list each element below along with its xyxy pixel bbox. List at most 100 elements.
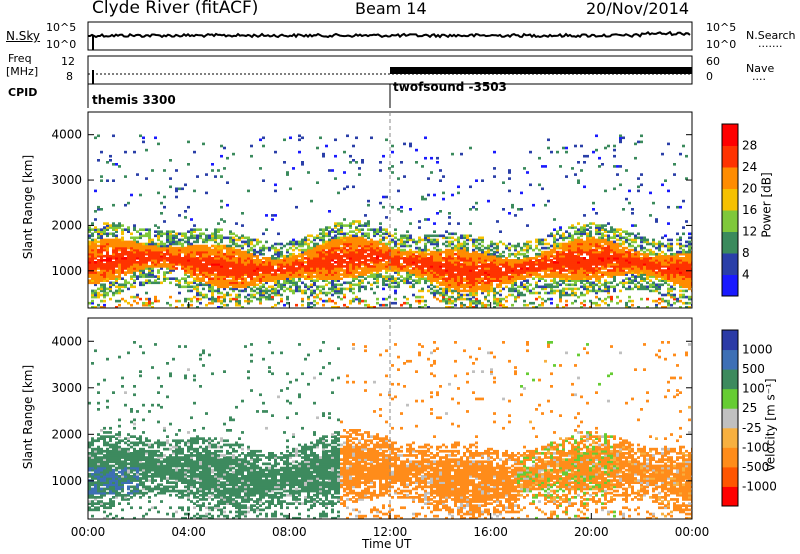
power-cell (646, 287, 649, 291)
power-cell (385, 244, 388, 248)
power-cell (310, 301, 313, 305)
power-cell (595, 226, 598, 229)
power-cell (631, 281, 634, 285)
power-cell (592, 271, 595, 274)
power-cell (145, 234, 148, 238)
power-cell (118, 246, 121, 250)
power-cell (310, 240, 313, 244)
power-cell (592, 150, 595, 154)
power-cell (115, 246, 118, 250)
power-cell (154, 263, 157, 266)
power-cell (574, 279, 577, 282)
power-cell (652, 265, 655, 268)
power-cell (208, 281, 211, 285)
power-cell (220, 277, 223, 280)
power-cell (160, 248, 163, 252)
power-cell (451, 291, 454, 295)
power-cell (388, 263, 391, 266)
power-cell (472, 277, 475, 280)
power-cell (568, 232, 571, 236)
power-cell (343, 281, 346, 285)
power-cell (442, 275, 445, 278)
power-cell (229, 250, 232, 254)
power-cell (298, 244, 301, 248)
power-cell (604, 252, 607, 256)
power-cell (124, 273, 127, 276)
power-cell (502, 250, 505, 254)
power-cell (277, 283, 280, 287)
power-cell (211, 163, 214, 166)
power-cell (292, 242, 295, 246)
power-cell (556, 267, 559, 270)
power-cell (472, 242, 475, 246)
power-cell (418, 257, 421, 260)
power-cell (436, 156, 439, 160)
power-cell (514, 277, 517, 280)
power-cell (178, 242, 181, 246)
power-cell (517, 244, 520, 248)
power-cell (241, 244, 244, 248)
power-cell (286, 287, 289, 291)
power-cell (283, 244, 286, 248)
power-cell (490, 257, 493, 260)
power-cell (157, 244, 160, 248)
power-cell (481, 279, 484, 282)
power-cell (145, 250, 148, 254)
power-cell (406, 273, 409, 276)
power-cell (559, 261, 562, 264)
power-cell (103, 299, 106, 303)
power-cell (265, 295, 268, 299)
power-cell (523, 267, 526, 270)
power-cell (397, 248, 400, 252)
power-cell (112, 293, 115, 297)
power-cell (322, 271, 325, 274)
power-cell (118, 271, 121, 274)
power-cell (262, 136, 265, 140)
power-cell (283, 271, 286, 274)
power-cell (172, 259, 175, 262)
power-cell (643, 254, 646, 258)
power-cell (391, 269, 394, 272)
power-cell (250, 252, 253, 256)
power-cell (307, 238, 310, 242)
power-cell (418, 226, 421, 229)
power-cell (493, 289, 496, 293)
power-cell (277, 259, 280, 262)
power-cell (223, 277, 226, 280)
power-cell (331, 289, 334, 293)
power-cell (349, 267, 352, 270)
power-cell (370, 250, 373, 254)
power-cell (541, 240, 544, 244)
power-cell (190, 281, 193, 285)
power-cell (163, 261, 166, 264)
power-cell (619, 140, 622, 144)
power-cell (109, 224, 112, 227)
power-cell (91, 279, 94, 282)
power-cell (631, 208, 634, 211)
power-cell (505, 269, 508, 272)
power-cell (169, 250, 172, 254)
power-cell (100, 242, 103, 246)
power-cell (223, 244, 226, 248)
power-cell (193, 252, 196, 256)
power-cell (634, 257, 637, 260)
power-cell (406, 277, 409, 280)
power-cell (604, 297, 607, 301)
power-cell (163, 195, 166, 199)
power-cell (463, 259, 466, 262)
power-cell (247, 252, 250, 256)
power-cell (496, 248, 499, 252)
power-cell (181, 285, 184, 289)
power-cell (133, 242, 136, 246)
power-cell (292, 271, 295, 274)
power-cell (535, 238, 538, 242)
power-cell (328, 263, 331, 266)
power-cell (340, 230, 343, 233)
power-cell (298, 134, 301, 138)
power-cell (538, 265, 541, 268)
power-cell (94, 240, 97, 244)
power-cell (637, 263, 640, 266)
power-cell (295, 271, 298, 274)
power-cell (523, 271, 526, 274)
power-cell (121, 244, 124, 248)
